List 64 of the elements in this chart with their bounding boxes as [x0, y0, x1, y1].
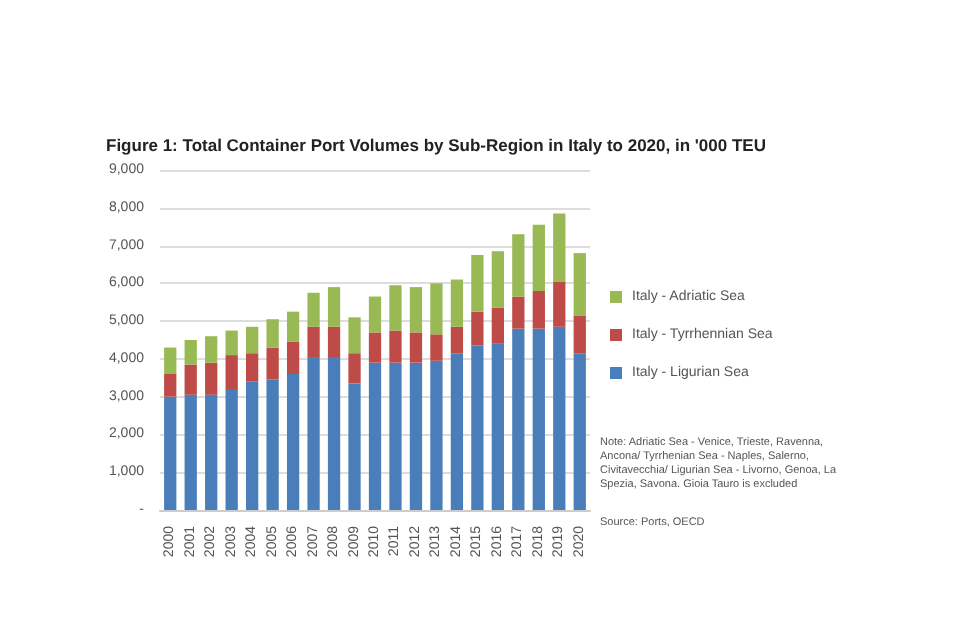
bar: [573, 315, 586, 354]
bar: [553, 213, 566, 282]
bar: [184, 340, 197, 365]
bar: [225, 389, 238, 510]
bar: [348, 383, 361, 510]
bar: [471, 311, 484, 346]
bar: [225, 330, 238, 356]
bar: [471, 255, 484, 312]
bar: [184, 394, 197, 510]
bar: [327, 357, 341, 510]
bar: [409, 287, 423, 333]
bar: [389, 362, 402, 510]
bar: [512, 296, 525, 329]
bar: [368, 362, 382, 510]
bar: [532, 224, 545, 291]
bar: [246, 326, 259, 354]
bar: [184, 364, 197, 395]
bar: [450, 326, 464, 354]
bar: [327, 326, 341, 357]
bar: [286, 341, 300, 374]
bar: [450, 353, 464, 510]
bar: [368, 296, 382, 333]
bar: [246, 353, 259, 382]
bar: [205, 362, 218, 395]
bar: [307, 357, 320, 510]
bar: [327, 287, 341, 327]
bar: [164, 396, 177, 510]
bar: [573, 353, 586, 510]
bar: [430, 283, 443, 335]
bar: [491, 307, 504, 344]
bar: [409, 332, 423, 363]
bar: [368, 332, 382, 363]
bar: [450, 279, 464, 327]
bar: [164, 374, 177, 397]
bar: [225, 355, 238, 390]
bar: [491, 251, 504, 308]
bar: [307, 292, 320, 327]
bar: [532, 290, 545, 329]
bar: [553, 281, 566, 327]
bar: [205, 394, 218, 510]
bar: [286, 374, 300, 510]
bar: [205, 336, 218, 363]
bar: [307, 326, 320, 357]
bar: [430, 360, 443, 510]
bar: [491, 343, 504, 510]
bar: [553, 326, 566, 510]
bar: [389, 330, 402, 363]
bar: [348, 317, 361, 354]
bar: [430, 334, 443, 361]
bar: [266, 379, 279, 510]
bar: [389, 285, 402, 331]
bar: [532, 328, 545, 510]
chart-title: Figure 1: Total Container Port Volumes by Sub-Region in Italy to 2020, in '000 TEU: [106, 135, 766, 155]
bar: [246, 381, 259, 510]
bar: [286, 311, 300, 342]
bar: [512, 234, 525, 297]
bar: [164, 347, 177, 374]
bar: [409, 362, 423, 510]
bar: [266, 319, 279, 348]
bar: [471, 345, 484, 510]
bar: [512, 328, 525, 510]
bar: [348, 353, 361, 384]
bar: [573, 253, 586, 316]
bar: [266, 347, 279, 380]
